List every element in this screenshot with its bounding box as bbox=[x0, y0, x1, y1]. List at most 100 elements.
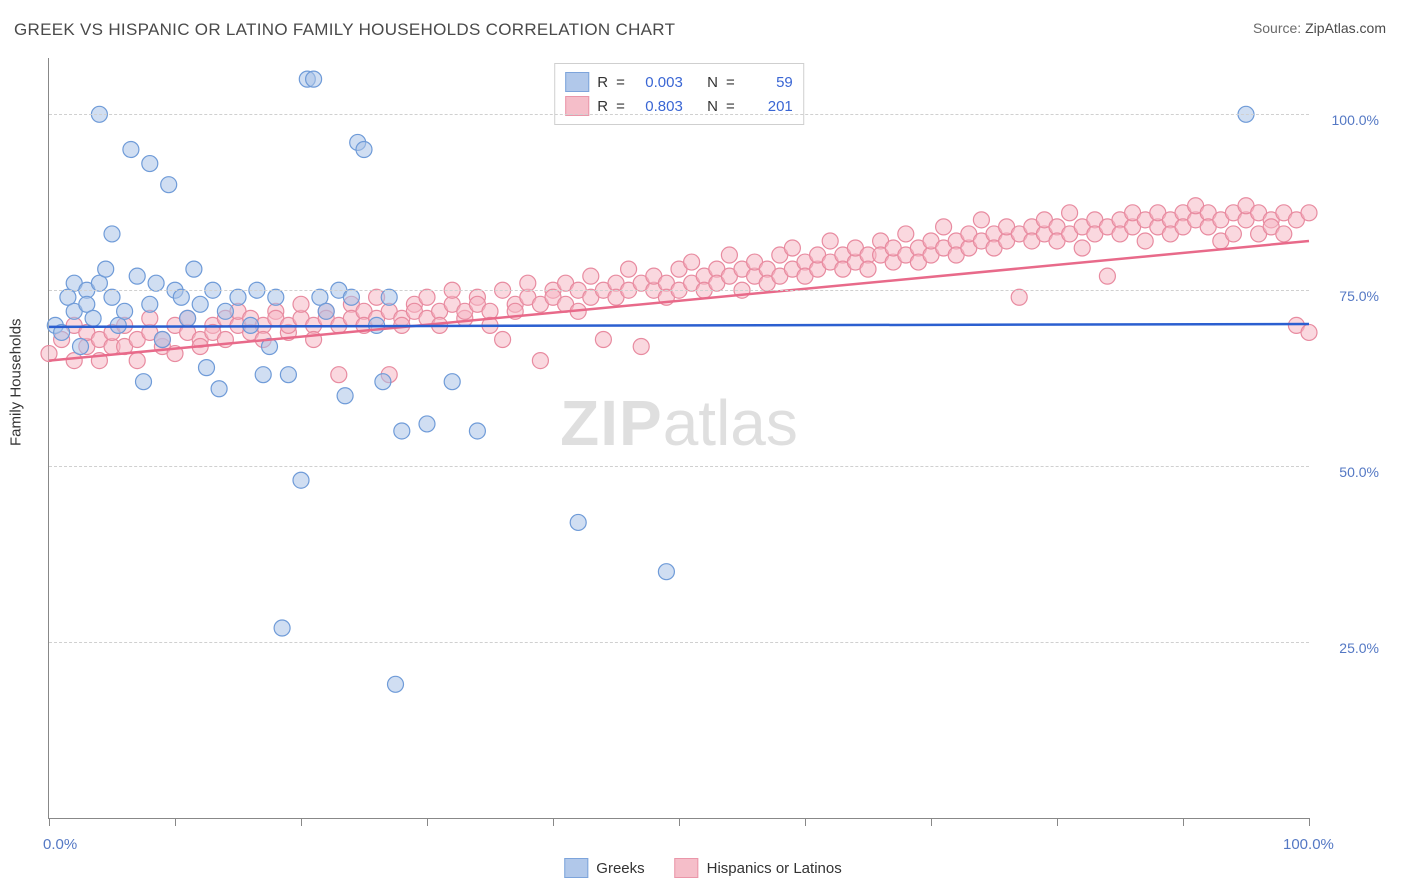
data-point bbox=[936, 219, 952, 235]
data-point bbox=[570, 514, 586, 530]
data-point bbox=[784, 240, 800, 256]
data-point bbox=[583, 268, 599, 284]
data-point bbox=[129, 268, 145, 284]
data-point bbox=[331, 367, 347, 383]
legend-eq-2a: = bbox=[616, 98, 625, 115]
legend-swatch-hispanics bbox=[675, 858, 699, 878]
data-point bbox=[161, 177, 177, 193]
legend-row-1: R = 0.003 N = 59 bbox=[565, 70, 793, 94]
x-tick bbox=[1309, 818, 1310, 826]
legend-swatch-2 bbox=[565, 96, 589, 116]
data-point bbox=[217, 303, 233, 319]
x-tick bbox=[1057, 818, 1058, 826]
x-tick bbox=[679, 818, 680, 826]
data-point bbox=[1301, 324, 1317, 340]
data-point bbox=[180, 310, 196, 326]
data-point bbox=[136, 374, 152, 390]
data-point bbox=[1099, 268, 1115, 284]
legend-swatch-1 bbox=[565, 72, 589, 92]
data-point bbox=[268, 289, 284, 305]
data-point bbox=[898, 226, 914, 242]
source-value: ZipAtlas.com bbox=[1305, 20, 1386, 36]
data-point bbox=[173, 289, 189, 305]
data-point bbox=[520, 275, 536, 291]
data-point bbox=[129, 353, 145, 369]
data-point bbox=[1011, 289, 1027, 305]
data-point bbox=[104, 226, 120, 242]
x-tick bbox=[553, 818, 554, 826]
data-point bbox=[117, 303, 133, 319]
data-point bbox=[123, 141, 139, 157]
gridline bbox=[49, 114, 1309, 115]
plot-area: ZIPatlas R = 0.003 N = 59 R = 0.803 N bbox=[48, 58, 1309, 819]
data-point bbox=[318, 303, 334, 319]
data-point bbox=[381, 289, 397, 305]
x-tick bbox=[49, 818, 50, 826]
legend-label-hispanics: Hispanics or Latinos bbox=[707, 860, 842, 877]
data-point bbox=[419, 416, 435, 432]
data-point bbox=[337, 388, 353, 404]
legend-n-label-2: N bbox=[707, 98, 718, 115]
x-label-right: 100.0% bbox=[1283, 836, 1334, 853]
legend-r-label-1: R bbox=[597, 74, 608, 91]
x-label-left: 0.0% bbox=[43, 836, 77, 853]
data-point bbox=[293, 472, 309, 488]
x-tick bbox=[1183, 818, 1184, 826]
data-point bbox=[1074, 240, 1090, 256]
legend-label-greeks: Greeks bbox=[596, 860, 644, 877]
chart-svg bbox=[49, 58, 1309, 818]
data-point bbox=[211, 381, 227, 397]
gridline bbox=[49, 290, 1309, 291]
chart-title: GREEK VS HISPANIC OR LATINO FAMILY HOUSE… bbox=[14, 20, 675, 40]
legend-r-value-1: 0.003 bbox=[633, 74, 683, 91]
legend-swatch-greeks bbox=[564, 858, 588, 878]
data-point bbox=[595, 331, 611, 347]
data-point bbox=[822, 233, 838, 249]
legend-item-hispanics: Hispanics or Latinos bbox=[675, 858, 842, 878]
legend-item-greeks: Greeks bbox=[564, 858, 644, 878]
data-point bbox=[1225, 226, 1241, 242]
data-point bbox=[255, 367, 271, 383]
data-point bbox=[142, 156, 158, 172]
data-point bbox=[375, 374, 391, 390]
legend-n-label-1: N bbox=[707, 74, 718, 91]
data-point bbox=[306, 71, 322, 87]
data-point bbox=[73, 339, 89, 355]
x-tick bbox=[805, 818, 806, 826]
data-point bbox=[684, 254, 700, 270]
data-point bbox=[621, 261, 637, 277]
data-point bbox=[186, 261, 202, 277]
legend-r-label-2: R bbox=[597, 98, 608, 115]
data-point bbox=[860, 261, 876, 277]
legend-n-value-2: 201 bbox=[743, 98, 793, 115]
data-point bbox=[419, 289, 435, 305]
source-label: Source: bbox=[1253, 20, 1301, 36]
data-point bbox=[98, 261, 114, 277]
data-point bbox=[1062, 205, 1078, 221]
legend-n-value-1: 59 bbox=[743, 74, 793, 91]
data-point bbox=[973, 212, 989, 228]
legend-r-value-2: 0.803 bbox=[633, 98, 683, 115]
data-point bbox=[444, 374, 460, 390]
data-point bbox=[154, 331, 170, 347]
data-point bbox=[633, 339, 649, 355]
data-point bbox=[343, 289, 359, 305]
data-point bbox=[230, 289, 246, 305]
y-axis-title: Family Households bbox=[8, 318, 25, 446]
data-point bbox=[495, 331, 511, 347]
data-point bbox=[658, 564, 674, 580]
data-point bbox=[142, 296, 158, 312]
data-point bbox=[394, 423, 410, 439]
data-point bbox=[274, 620, 290, 636]
data-point bbox=[192, 296, 208, 312]
data-point bbox=[388, 676, 404, 692]
data-point bbox=[85, 310, 101, 326]
y-tick-label: 25.0% bbox=[1339, 640, 1379, 656]
y-tick-label: 100.0% bbox=[1332, 112, 1379, 128]
x-tick bbox=[427, 818, 428, 826]
data-point bbox=[356, 141, 372, 157]
data-point bbox=[469, 423, 485, 439]
y-tick-label: 50.0% bbox=[1339, 464, 1379, 480]
data-point bbox=[1301, 205, 1317, 221]
data-point bbox=[1137, 233, 1153, 249]
